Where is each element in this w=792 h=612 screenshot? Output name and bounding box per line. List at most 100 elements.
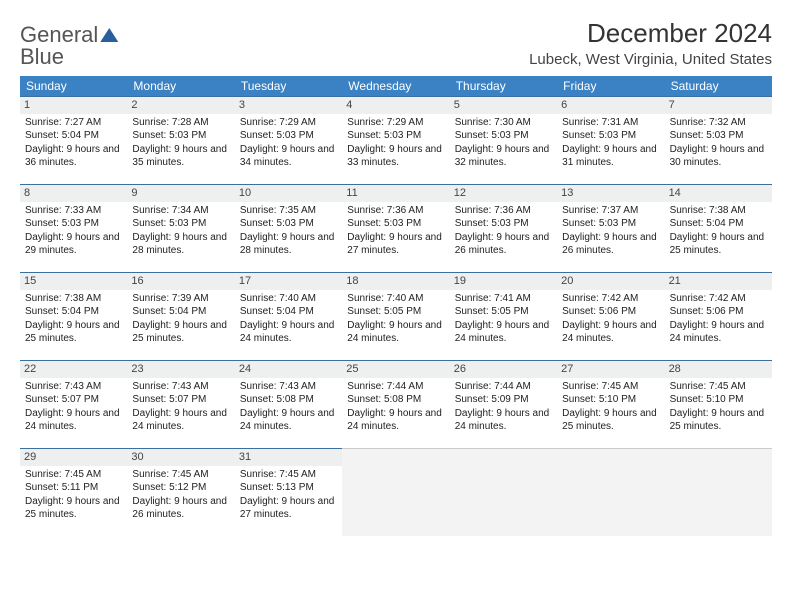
header: General Blue December 2024 Lubeck, West … (20, 18, 772, 68)
day-number: 22 (20, 361, 127, 378)
day-number: 20 (557, 273, 664, 290)
day-details: Sunrise: 7:43 AMSunset: 5:07 PMDaylight:… (131, 380, 230, 434)
day-number: 26 (450, 361, 557, 378)
day-number: 12 (450, 185, 557, 202)
day-number: 16 (127, 273, 234, 290)
day-cell: 22 Sunrise: 7:43 AMSunset: 5:07 PMDayligh… (20, 360, 127, 448)
logo-text: General Blue (20, 24, 118, 68)
day-details: Sunrise: 7:31 AMSunset: 5:03 PMDaylight:… (561, 116, 660, 170)
day-number: 18 (342, 273, 449, 290)
day-number: 8 (20, 185, 127, 202)
day-details: Sunrise: 7:38 AMSunset: 5:04 PMDaylight:… (24, 292, 123, 346)
day-details: Sunrise: 7:36 AMSunset: 5:03 PMDaylight:… (454, 204, 553, 258)
day-number: 3 (235, 97, 342, 114)
day-details: Sunrise: 7:43 AMSunset: 5:07 PMDaylight:… (24, 380, 123, 434)
day-details: Sunrise: 7:40 AMSunset: 5:05 PMDaylight:… (346, 292, 445, 346)
day-details: Sunrise: 7:30 AMSunset: 5:03 PMDaylight:… (454, 116, 553, 170)
dow-saturday: Saturday (665, 76, 772, 96)
day-cell: 11Sunrise: 7:36 AMSunset: 5:03 PMDayligh… (342, 184, 449, 272)
day-cell: 18 Sunrise: 7:40 AMSunset: 5:05 PMDayligh… (342, 272, 449, 360)
dow-thursday: Thursday (450, 76, 557, 96)
day-cell: 29 Sunrise: 7:45 AMSunset: 5:11 PMDayligh… (20, 448, 127, 536)
calendar-grid: Sunday Monday Tuesday Wednesday Thursday… (20, 76, 772, 536)
day-cell: 28Sunrise: 7:45 AMSunset: 5:10 PMDayligh… (665, 360, 772, 448)
day-cell: 17Sunrise: 7:40 AMSunset: 5:04 PMDayligh… (235, 272, 342, 360)
day-details: Sunrise: 7:45 AMSunset: 5:12 PMDaylight:… (131, 468, 230, 522)
day-cell: 10 Sunrise: 7:35 AMSunset: 5:03 PMDayligh… (235, 184, 342, 272)
day-details: Sunrise: 7:42 AMSunset: 5:06 PMDaylight:… (669, 292, 768, 346)
day-number: 27 (557, 361, 664, 378)
location: Lubeck, West Virginia, United States (529, 51, 772, 68)
day-number: 7 (665, 97, 772, 114)
empty-cell (665, 448, 772, 536)
day-cell: 4Sunrise: 7:29 AMSunset: 5:03 PMDaylight… (342, 96, 449, 184)
week-row: 15Sunrise: 7:38 AMSunset: 5:04 PMDayligh… (20, 272, 772, 360)
day-details: Sunrise: 7:45 AMSunset: 5:10 PMDaylight:… (669, 380, 768, 434)
day-cell: 9Sunrise: 7:34 AMSunset: 5:03 PMDaylight… (127, 184, 234, 272)
day-details: Sunrise: 7:35 AMSunset: 5:03 PMDaylight:… (239, 204, 338, 258)
day-cell: 31 Sunrise: 7:45 AMSunset: 5:13 PMDayligh… (235, 448, 342, 536)
dow-monday: Monday (127, 76, 234, 96)
day-cell: 15Sunrise: 7:38 AMSunset: 5:04 PMDayligh… (20, 272, 127, 360)
logo-line2: Blue (20, 46, 118, 68)
day-cell: 3 Sunrise: 7:29 AMSunset: 5:03 PMDaylight… (235, 96, 342, 184)
day-number: 25 (342, 361, 449, 378)
day-cell: 6Sunrise: 7:31 AMSunset: 5:03 PMDaylight… (557, 96, 664, 184)
day-cell: 21Sunrise: 7:42 AMSunset: 5:06 PMDayligh… (665, 272, 772, 360)
month-title: December 2024 (529, 18, 772, 49)
day-number: 4 (342, 97, 449, 114)
calendar-page: General Blue December 2024 Lubeck, West … (0, 0, 792, 536)
day-details: Sunrise: 7:44 AMSunset: 5:08 PMDaylight:… (346, 380, 445, 434)
day-details: Sunrise: 7:43 AMSunset: 5:08 PMDaylight:… (239, 380, 338, 434)
day-number: 9 (127, 185, 234, 202)
empty-cell (342, 448, 449, 536)
day-details: Sunrise: 7:45 AMSunset: 5:11 PMDaylight:… (24, 468, 123, 522)
sail-icon (100, 28, 118, 42)
title-block: December 2024 Lubeck, West Virginia, Uni… (529, 18, 772, 68)
day-number: 1 (20, 97, 127, 114)
day-number: 23 (127, 361, 234, 378)
day-details: Sunrise: 7:45 AMSunset: 5:13 PMDaylight:… (239, 468, 338, 522)
day-number: 19 (450, 273, 557, 290)
day-details: Sunrise: 7:32 AMSunset: 5:03 PMDaylight:… (669, 116, 768, 170)
empty-cell (450, 448, 557, 536)
day-cell: 13Sunrise: 7:37 AMSunset: 5:03 PMDayligh… (557, 184, 664, 272)
day-details: Sunrise: 7:40 AMSunset: 5:04 PMDaylight:… (239, 292, 338, 346)
day-details: Sunrise: 7:41 AMSunset: 5:05 PMDaylight:… (454, 292, 553, 346)
week-row: 29 Sunrise: 7:45 AMSunset: 5:11 PMDayligh… (20, 448, 772, 536)
day-cell: 5 Sunrise: 7:30 AMSunset: 5:03 PMDaylight… (450, 96, 557, 184)
day-number: 14 (665, 185, 772, 202)
logo: General Blue (20, 24, 118, 68)
day-number: 5 (450, 97, 557, 114)
day-number: 30 (127, 449, 234, 466)
day-details: Sunrise: 7:27 AMSunset: 5:04 PMDaylight:… (24, 116, 123, 170)
dow-tuesday: Tuesday (235, 76, 342, 96)
day-details: Sunrise: 7:45 AMSunset: 5:10 PMDaylight:… (561, 380, 660, 434)
day-cell: 1 Sunrise: 7:27 AMSunset: 5:04 PMDaylight… (20, 96, 127, 184)
day-of-week-header: Sunday Monday Tuesday Wednesday Thursday… (20, 76, 772, 96)
day-details: Sunrise: 7:42 AMSunset: 5:06 PMDaylight:… (561, 292, 660, 346)
day-details: Sunrise: 7:36 AMSunset: 5:03 PMDaylight:… (346, 204, 445, 258)
day-cell: 7 Sunrise: 7:32 AMSunset: 5:03 PMDaylight… (665, 96, 772, 184)
day-cell: 25 Sunrise: 7:44 AMSunset: 5:08 PMDayligh… (342, 360, 449, 448)
day-cell: 20 Sunrise: 7:42 AMSunset: 5:06 PMDayligh… (557, 272, 664, 360)
day-details: Sunrise: 7:39 AMSunset: 5:04 PMDaylight:… (131, 292, 230, 346)
day-number: 29 (20, 449, 127, 466)
week-row: 22Sunrise: 7:43 AMSunset: 5:07 PMDayligh… (20, 360, 772, 448)
day-details: Sunrise: 7:33 AMSunset: 5:03 PMDaylight:… (24, 204, 123, 258)
day-cell: 27 Sunrise: 7:45 AMSunset: 5:10 PMDayligh… (557, 360, 664, 448)
empty-cell (557, 448, 664, 536)
day-details: Sunrise: 7:29 AMSunset: 5:03 PMDaylight:… (239, 116, 338, 170)
day-cell: 14Sunrise: 7:38 AMSunset: 5:04 PMDayligh… (665, 184, 772, 272)
day-number: 10 (235, 185, 342, 202)
week-row: 1 Sunrise: 7:27 AMSunset: 5:04 PMDaylight… (20, 96, 772, 184)
day-cell: 24Sunrise: 7:43 AMSunset: 5:08 PMDayligh… (235, 360, 342, 448)
day-number: 31 (235, 449, 342, 466)
day-cell: 26 Sunrise: 7:44 AMSunset: 5:09 PMDayligh… (450, 360, 557, 448)
day-cell: 19 Sunrise: 7:41 AMSunset: 5:05 PMDayligh… (450, 272, 557, 360)
dow-friday: Friday (557, 76, 664, 96)
day-number: 2 (127, 97, 234, 114)
day-details: Sunrise: 7:37 AMSunset: 5:03 PMDaylight:… (561, 204, 660, 258)
day-details: Sunrise: 7:44 AMSunset: 5:09 PMDaylight:… (454, 380, 553, 434)
day-cell: 23 Sunrise: 7:43 AMSunset: 5:07 PMDayligh… (127, 360, 234, 448)
